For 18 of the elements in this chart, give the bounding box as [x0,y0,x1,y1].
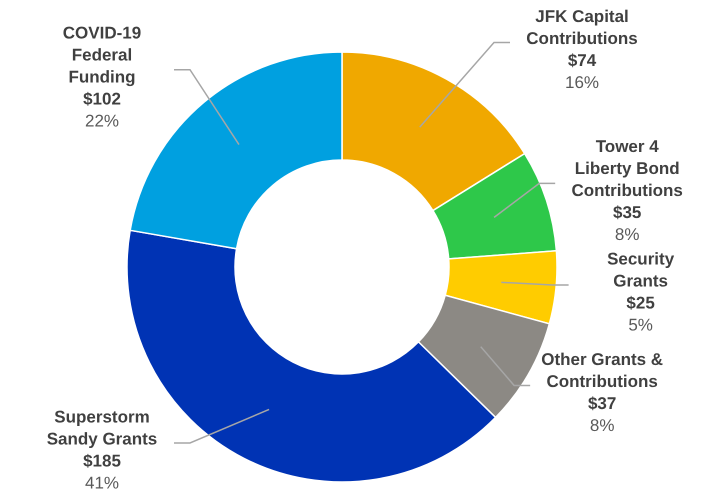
text: 8% [590,416,614,436]
slice-label: Other Grants & Contributions [541,350,664,392]
data-label: $37 [588,394,616,414]
text: 16% [564,73,600,92]
text: 41% [84,474,120,493]
slice-label: Security Grants [607,250,675,291]
data-label: $74 [568,51,597,70]
slice-label: Superstorm Sandy Grants [46,408,158,449]
text: 22% [84,111,120,130]
data-label: $25 [626,294,655,313]
text: 5% [628,316,653,335]
data-label: $102 [83,89,121,108]
slice-label: COVID-19 Federal Funding [62,23,142,86]
data-label: $185 [83,452,121,471]
slice-label: JFK Capital Contributions [526,7,638,48]
data-label: $35 [613,203,642,222]
text: 8% [614,225,640,244]
slice-label: Tower 4 Liberty Bond Contributions [571,137,683,200]
